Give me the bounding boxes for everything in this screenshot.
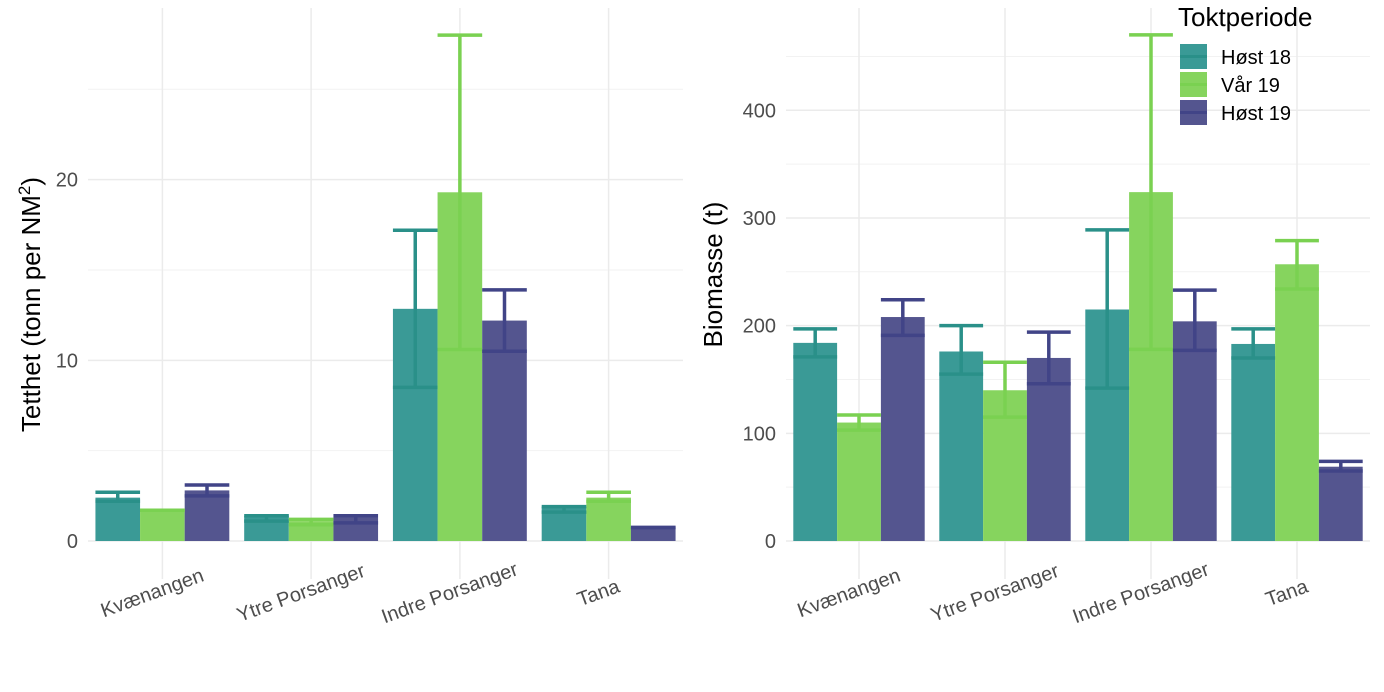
legend-title: Toktperiode <box>1178 2 1312 32</box>
legend-item: Høst 18 <box>1180 44 1291 69</box>
y-tick-label: 0 <box>67 531 78 553</box>
x-tick-label: Indre Porsanger <box>379 558 522 628</box>
y-axis-label: Biomasse (t) <box>698 202 728 348</box>
y-tick-label: 0 <box>765 531 776 553</box>
y-tick-label: 200 <box>743 316 776 338</box>
bar <box>1172 321 1217 541</box>
x-tick-label: Ytre Porsanger <box>234 560 368 627</box>
bar <box>95 497 141 541</box>
bar <box>586 497 631 541</box>
x-tick-label: Tana <box>1263 575 1312 611</box>
bar <box>1026 357 1071 541</box>
panel-2: 0 100 200 300 400 Biomasse (t) Kvænangen Ytre P… <box>698 8 1370 628</box>
bar <box>630 527 676 541</box>
y-axis-label: Tetthet (tonn per NM2) <box>15 177 46 432</box>
y-tick-label: 10 <box>56 350 78 372</box>
legend-item: Høst 19 <box>1180 100 1291 125</box>
legend-label: Høst 18 <box>1221 47 1291 69</box>
bar <box>837 422 881 541</box>
x-tick-label: Kvænangen <box>795 565 904 623</box>
bar <box>1275 264 1319 541</box>
bar <box>793 342 838 541</box>
bar <box>1231 343 1276 541</box>
y-tick-label: 20 <box>56 170 78 192</box>
y-tick-label: 400 <box>743 100 776 122</box>
panel-1: 0 10 20 Tetthet (tonn per NM2) Kvænangen Ytre… <box>15 8 683 628</box>
legend-item: Vår 19 <box>1180 72 1280 97</box>
x-tick-label: Ytre Porsanger <box>928 560 1062 627</box>
x-tick-label: Indre Porsanger <box>1070 558 1213 628</box>
legend-label: Høst 19 <box>1221 103 1291 125</box>
y-tick-label: 300 <box>743 208 776 230</box>
bar <box>482 320 527 541</box>
bar <box>939 351 984 541</box>
bar <box>184 490 230 541</box>
bar <box>140 510 185 541</box>
bar <box>880 317 925 541</box>
legend: Toktperiode Høst 18 Vår 19 Høst 19 <box>1178 2 1312 125</box>
legend-label: Vår 19 <box>1221 75 1280 97</box>
x-tick-label: Tana <box>574 575 623 611</box>
bar <box>1318 466 1363 541</box>
x-tick-label: Kvænangen <box>98 565 207 623</box>
y-tick-label: 100 <box>743 423 776 445</box>
